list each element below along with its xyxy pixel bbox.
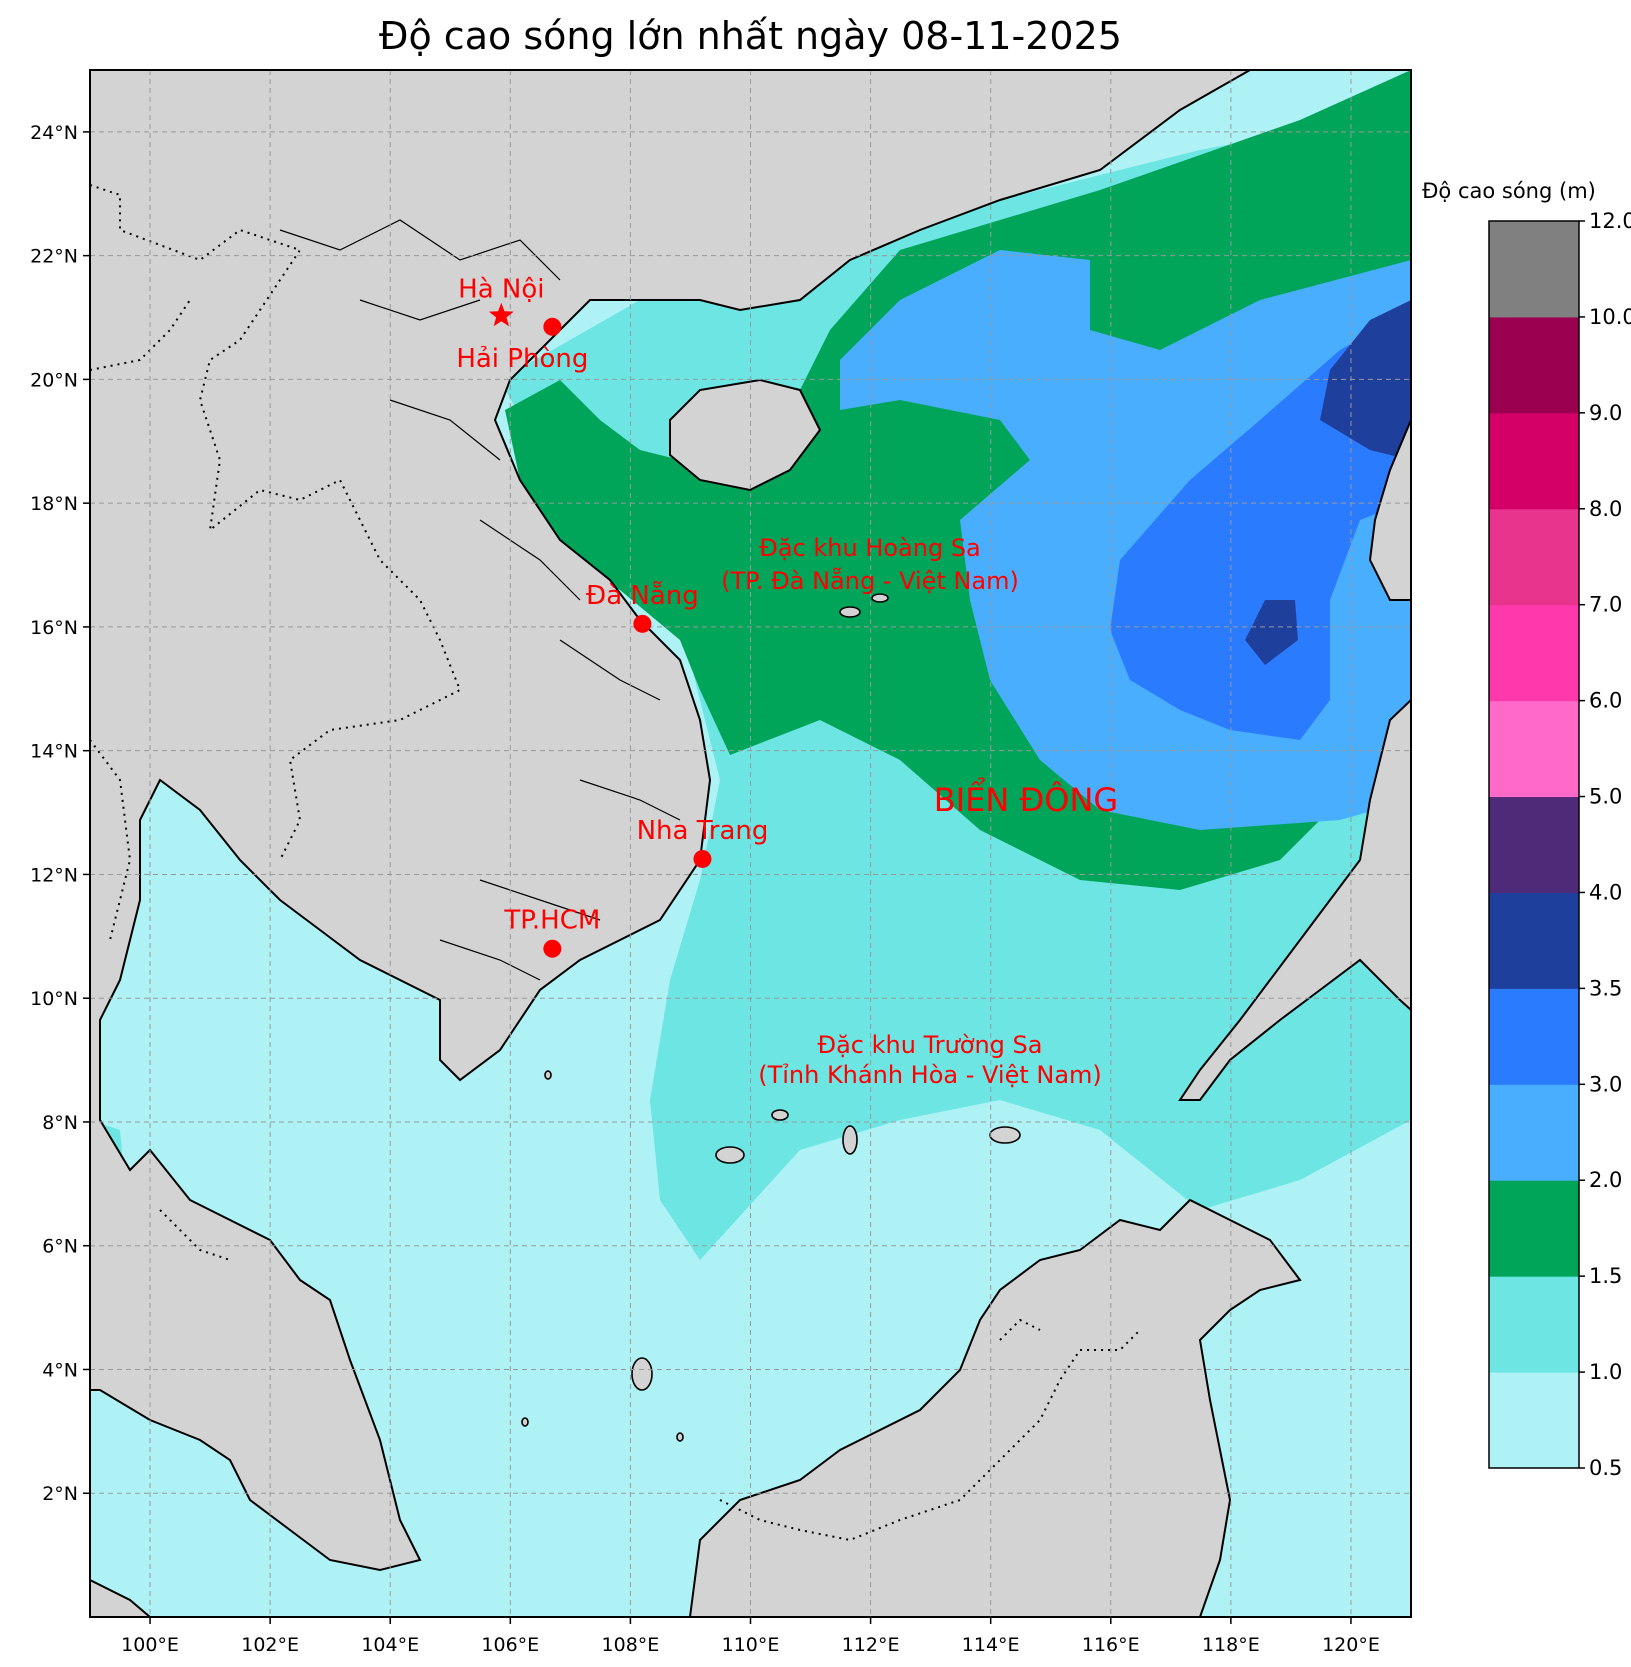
land-hainan — [669, 378, 822, 492]
city-label: Đà Nẵng — [586, 580, 699, 611]
lat-tick-label: 18°N — [30, 493, 78, 515]
region-labels: Đặc khu Hoàng Sa (TP. Đà Nẵng - Việt Nam… — [721, 534, 1118, 1089]
lon-tick-label: 106°E — [481, 1634, 539, 1656]
lon-tick-label: 118°E — [1202, 1634, 1260, 1656]
colorbar-level-label: 9.0 — [1589, 401, 1622, 425]
colorbar-level-label: 10.0 — [1589, 305, 1631, 329]
colorbar-level-label: 1.0 — [1589, 1360, 1622, 1384]
lon-tick-label: 100°E — [121, 1634, 179, 1656]
lat-tick-label: 22°N — [30, 246, 78, 268]
city-dot-marker — [543, 939, 562, 958]
lat-tick-label: 16°N — [30, 617, 78, 639]
lat-tick-label: 14°N — [30, 741, 78, 763]
colorbar-swatch — [1489, 1180, 1579, 1277]
colorbar-swatch — [1489, 412, 1579, 510]
lat-tick-label: 2°N — [42, 1483, 78, 1505]
colorbar-swatch — [1489, 892, 1579, 989]
city-star-marker — [488, 302, 514, 327]
colorbar-swatch — [1489, 508, 1579, 606]
lon-tick-label: 110°E — [722, 1634, 780, 1656]
colorbar-level-label: 5.0 — [1589, 785, 1622, 809]
colorbar-level-label: 3.0 — [1589, 1072, 1622, 1096]
colorbar-level-label: 6.0 — [1589, 689, 1622, 713]
colorbar-level-label: 2.0 — [1589, 1168, 1622, 1192]
city-label: Hà Nội — [458, 275, 544, 305]
lat-tick-label: 12°N — [30, 864, 78, 886]
colorbar-level-label: 7.0 — [1589, 593, 1622, 617]
bien-dong-label: BIỂN ĐÔNG — [934, 777, 1118, 819]
city-label: Hải Phòng — [456, 344, 588, 374]
city-dot-marker — [633, 614, 652, 633]
city-markers: Hà Nội Hải Phòng Đà Nẵng Nha Trang TP.HCM — [456, 275, 768, 958]
colorbar-swatch — [1489, 221, 1579, 318]
map-title: Độ cao sóng lớn nhất ngày 08-11-2025 — [379, 14, 1122, 58]
colorbar-level-label: 8.0 — [1589, 497, 1622, 521]
truong-sa-label-line1: Đặc khu Trường Sa — [818, 1031, 1043, 1059]
colorbar-swatch — [1489, 796, 1579, 893]
grid-lines — [90, 70, 1411, 1617]
map-area — [90, 70, 1411, 1617]
lon-tick-label: 120°E — [1322, 1634, 1380, 1656]
colorbar-title: Độ cao sóng (m) — [1422, 179, 1596, 203]
lat-tick-label: 6°N — [42, 1236, 78, 1258]
land-borneo — [688, 1198, 1302, 1617]
wave-band-3.5-4-core — [1245, 600, 1298, 665]
lon-tick-label: 112°E — [842, 1634, 900, 1656]
lat-tick-label: 8°N — [42, 1112, 78, 1134]
colorbar-swatch — [1489, 988, 1579, 1085]
islands — [521, 593, 1021, 1442]
national-borders — [90, 184, 1141, 1542]
lon-tick-label: 114°E — [962, 1634, 1020, 1656]
colorbar-swatch — [1489, 604, 1579, 702]
hoang-sa-label-line2: (TP. Đà Nẵng - Việt Nam) — [721, 566, 1019, 595]
land — [90, 70, 1411, 1617]
axis-ticks: 100°E 102°E 104°E 106°E 108°E 110°E 112°E 114°E… — [30, 122, 1380, 1656]
lat-tick-label: 20°N — [30, 369, 78, 391]
colorbar-swatch — [1489, 1372, 1579, 1469]
city-dot-marker — [543, 317, 562, 336]
colorbar-swatch — [1489, 316, 1579, 414]
colorbar-swatch — [1489, 1084, 1579, 1181]
lat-tick-label: 10°N — [30, 988, 78, 1010]
lat-tick-label: 4°N — [42, 1359, 78, 1381]
colorbar-level-label: 0.5 — [1589, 1456, 1622, 1480]
lon-tick-label: 116°E — [1082, 1634, 1140, 1656]
colorbar: Độ cao sóng (m) 0.5 1.0 1.5 2.0 3.0 3.5 4.0 5.0… — [1422, 179, 1631, 1480]
land-philippines — [1178, 698, 1411, 1101]
colorbar-swatch — [1489, 700, 1579, 798]
colorbar-swatches — [1489, 221, 1579, 1469]
colorbar-level-label: 4.0 — [1589, 880, 1622, 904]
wave-band-3.5-4 — [1320, 300, 1411, 460]
lon-tick-label: 102°E — [241, 1634, 299, 1656]
hoang-sa-label-line1: Đặc khu Hoàng Sa — [759, 534, 981, 562]
land-taiwan — [1368, 419, 1411, 601]
truong-sa-label-line2: (Tỉnh Khánh Hòa - Việt Nam) — [758, 1061, 1102, 1089]
colorbar-level-label: 12.0 — [1589, 209, 1631, 233]
city-dot-marker — [693, 849, 712, 868]
province-boundaries — [279, 219, 681, 981]
lon-tick-label: 104°E — [361, 1634, 419, 1656]
colorbar-swatch — [1489, 1276, 1579, 1373]
colorbar-level-label: 3.5 — [1589, 976, 1622, 1000]
land-sumatra-corner — [90, 1578, 152, 1617]
land-mainland-asia — [90, 70, 1253, 1572]
lat-tick-label: 24°N — [30, 122, 78, 144]
colorbar-level-label: 1.5 — [1589, 1264, 1622, 1288]
lon-tick-label: 108°E — [602, 1634, 660, 1656]
colorbar-labels: 0.5 1.0 1.5 2.0 3.0 3.5 4.0 5.0 6.0 7.0 8.0 9.0 10.0… — [1579, 209, 1631, 1480]
city-label: Nha Trang — [637, 816, 769, 846]
city-label: TP.HCM — [503, 906, 600, 936]
colorbar-frame — [1488, 220, 1580, 1469]
